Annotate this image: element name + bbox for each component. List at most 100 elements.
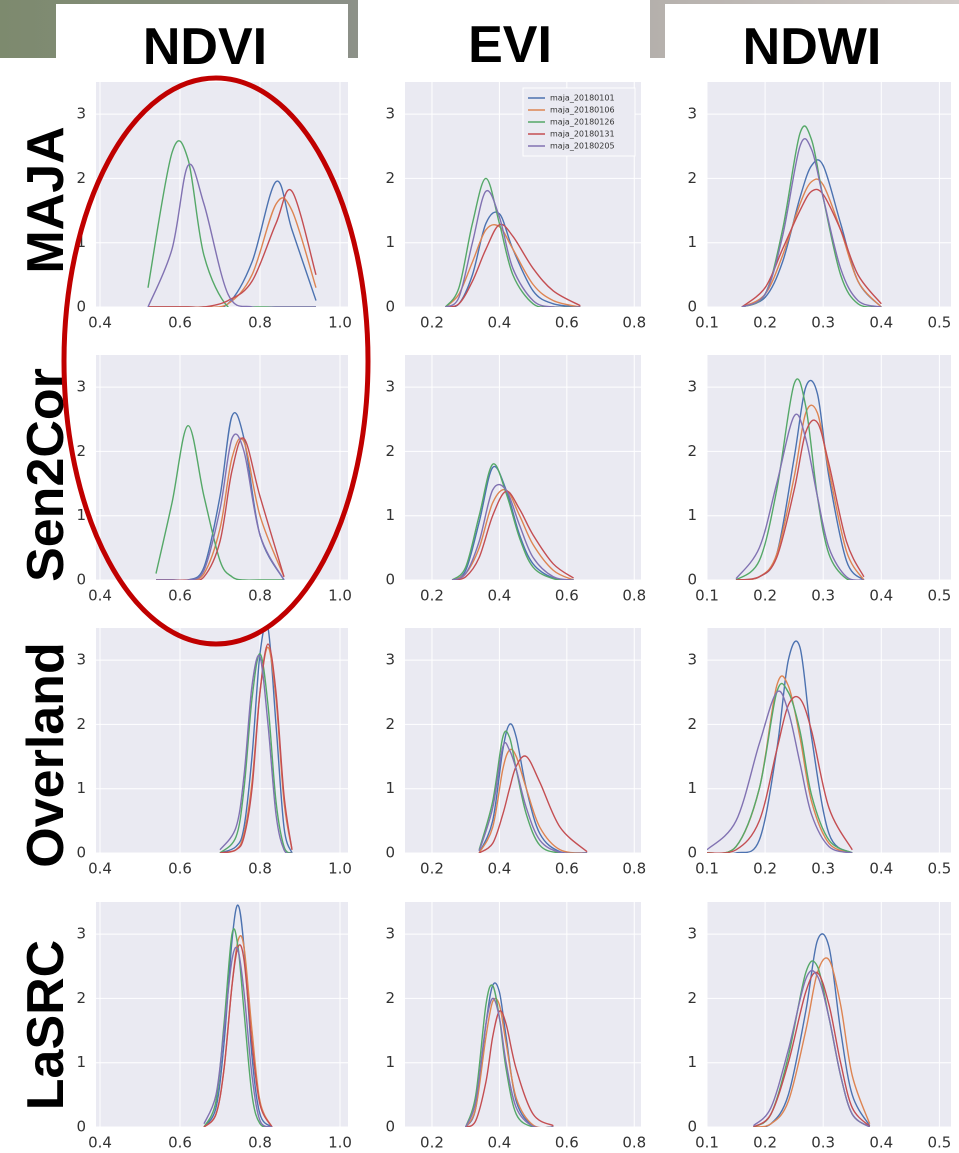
row-label: MAJA xyxy=(17,126,75,273)
x-tick-label: 0.4 xyxy=(869,860,893,878)
y-tick-label: 1 xyxy=(687,779,697,797)
y-tick-label: 1 xyxy=(76,233,86,251)
density-curve xyxy=(147,163,316,307)
density-curve xyxy=(478,755,588,853)
x-tick-label: 1.0 xyxy=(328,860,352,878)
x-tick-label: 0.4 xyxy=(487,1134,511,1152)
highlight-ellipse xyxy=(61,75,371,647)
x-tick-label: 0.2 xyxy=(753,314,777,332)
x-tick-label: 0.8 xyxy=(622,860,646,878)
plot-area xyxy=(96,82,348,307)
x-tick-label: 0.3 xyxy=(811,587,835,605)
x-tick-label: 0.6 xyxy=(168,314,192,332)
density-curve xyxy=(478,748,588,853)
y-tick-label: 0 xyxy=(687,571,697,589)
density-curve xyxy=(478,742,588,853)
y-tick-label: 0 xyxy=(76,298,86,316)
plot-area xyxy=(96,902,348,1127)
x-tick-label: 0.5 xyxy=(927,314,951,332)
y-tick-label: 0 xyxy=(385,571,395,589)
density-curve xyxy=(445,223,581,307)
title-box xyxy=(358,0,650,60)
y-tick-label: 3 xyxy=(687,378,697,396)
x-tick-label: 0.8 xyxy=(622,587,646,605)
x-tick-label: 0.4 xyxy=(869,1134,893,1152)
y-tick-label: 2 xyxy=(385,442,395,460)
x-tick-label: 0.1 xyxy=(695,1134,719,1152)
x-tick-label: 0.4 xyxy=(487,587,511,605)
y-tick-label: 3 xyxy=(385,378,395,396)
y-tick-label: 0 xyxy=(76,571,86,589)
subplot: 0 1 2 3 0.2 0.4 0.6 0.8 xyxy=(385,628,646,878)
y-tick-label: 3 xyxy=(385,651,395,669)
x-tick-label: 0.2 xyxy=(420,1134,444,1152)
x-tick-label: 0.3 xyxy=(811,1134,835,1152)
row-label: Overland xyxy=(17,642,75,867)
density-curve xyxy=(707,695,853,853)
density-curve xyxy=(741,188,882,307)
y-tick-label: 3 xyxy=(76,925,86,943)
x-tick-label: 0.6 xyxy=(168,1134,192,1152)
density-curve xyxy=(735,413,864,580)
y-tick-label: 0 xyxy=(687,844,697,862)
y-tick-label: 1 xyxy=(385,1053,395,1071)
density-curve xyxy=(156,437,285,580)
density-curve xyxy=(444,177,581,307)
title-box xyxy=(56,4,348,64)
density-curve xyxy=(203,904,273,1127)
title-box xyxy=(665,4,959,64)
density-curve xyxy=(735,419,865,580)
x-tick-label: 1.0 xyxy=(328,314,352,332)
y-tick-label: 3 xyxy=(687,925,697,943)
x-tick-label: 0.8 xyxy=(248,860,272,878)
density-curve xyxy=(445,189,581,307)
subplot: 0 1 2 3 0.4 0.6 0.8 1.0 xyxy=(76,902,352,1152)
x-tick-label: 0.4 xyxy=(869,314,893,332)
subplot: 0 1 2 3 0.2 0.4 0.6 0.8 xyxy=(385,902,646,1152)
y-tick-label: 0 xyxy=(385,844,395,862)
y-tick-label: 2 xyxy=(76,169,86,187)
y-tick-label: 2 xyxy=(76,442,86,460)
density-curve xyxy=(707,690,853,853)
x-tick-label: 0.1 xyxy=(695,860,719,878)
x-tick-label: 0.5 xyxy=(927,587,951,605)
y-tick-label: 3 xyxy=(385,925,395,943)
y-tick-label: 3 xyxy=(76,105,86,123)
density-curve xyxy=(452,490,574,580)
density-curve xyxy=(707,682,853,853)
x-tick-label: 0.2 xyxy=(753,860,777,878)
column-title: NDVI xyxy=(143,18,267,76)
plot-area xyxy=(96,355,348,580)
x-tick-label: 0.8 xyxy=(248,587,272,605)
subplot: 0 1 2 3 0.1 0.2 0.3 0.4 0.5 xyxy=(687,355,951,605)
x-tick-label: 0.8 xyxy=(248,314,272,332)
y-tick-label: 1 xyxy=(385,779,395,797)
x-tick-label: 0.3 xyxy=(811,860,835,878)
density-curve xyxy=(465,997,554,1127)
x-tick-label: 0.6 xyxy=(555,314,579,332)
subplot: 0 1 2 3 0.1 0.2 0.3 0.4 0.5 xyxy=(687,82,951,332)
subplot: 0 1 2 3 0.4 0.6 0.8 1.0 xyxy=(76,82,352,332)
subplot: 0 1 2 3 0.4 0.6 0.8 1.0 xyxy=(76,355,352,605)
column-title: NDWI xyxy=(743,18,882,76)
x-tick-label: 0.8 xyxy=(248,1134,272,1152)
plot-area xyxy=(96,628,348,853)
density-curve xyxy=(465,1010,554,1127)
density-curve xyxy=(753,971,871,1127)
density-curve xyxy=(219,654,293,853)
x-tick-label: 1.0 xyxy=(328,1134,352,1152)
y-tick-label: 1 xyxy=(687,233,697,251)
legend-label: maja_20180106 xyxy=(550,106,615,115)
y-tick-label: 2 xyxy=(76,989,86,1007)
plot-area xyxy=(707,628,951,853)
x-tick-label: 0.8 xyxy=(622,314,646,332)
x-tick-label: 1.0 xyxy=(328,587,352,605)
x-tick-label: 0.4 xyxy=(88,587,112,605)
density-curve xyxy=(451,463,574,580)
y-tick-label: 0 xyxy=(76,844,86,862)
x-tick-label: 0.1 xyxy=(695,314,719,332)
density-curve xyxy=(219,653,293,853)
subplot: 0 1 2 3 0.2 0.4 0.6 0.8 xyxy=(385,355,646,605)
